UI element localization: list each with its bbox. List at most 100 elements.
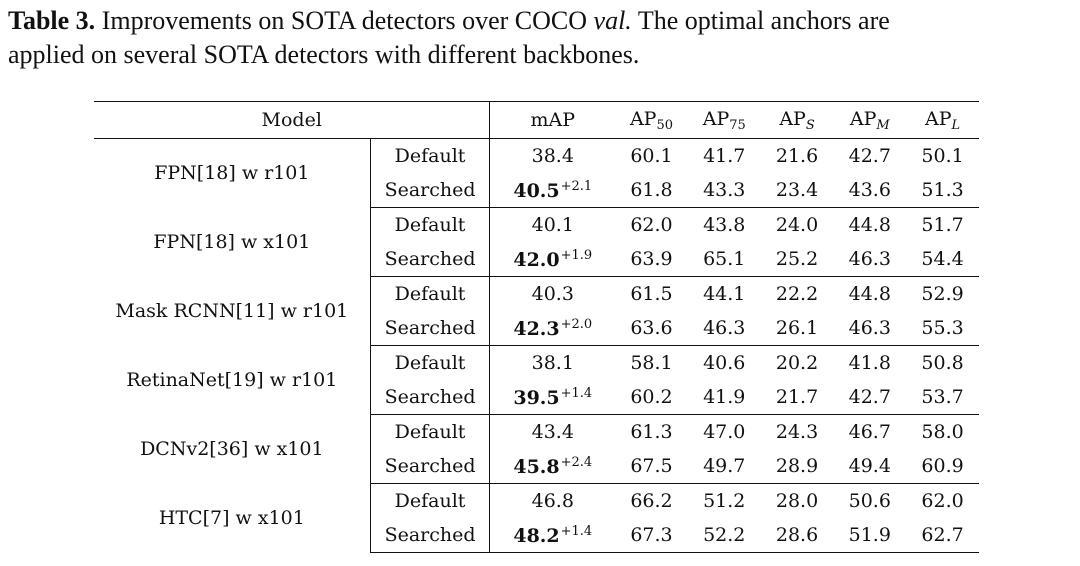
model-name: Mask RCNN[11] w r101: [94, 276, 371, 346]
ap75-value-searched: 65.1: [687, 242, 761, 277]
apl-value-searched: 53.7: [906, 380, 979, 415]
apl-value-searched: 60.9: [906, 449, 979, 484]
table-body: FPN[18] w r101 Default 38.4 60.1 41.7 21.6 42.…: [94, 138, 979, 553]
table-row-default: FPN[18] w r101 Default 38.4 60.1 41.7 21.6 42.…: [94, 138, 979, 208]
apl-value: 50.8: [921, 352, 964, 374]
caption-text-a: Improvements on SOTA detectors over COCO: [101, 6, 588, 35]
variant-default: Default: [370, 207, 491, 242]
caption-text-italic: val.: [593, 6, 632, 35]
apm-value: 41.8: [848, 352, 891, 374]
ap50-value-searched: 63.9: [615, 242, 688, 277]
map-value: 46.8: [531, 490, 574, 512]
apm-value: 44.8: [848, 214, 891, 236]
results-table: Model mAP AP50 AP75 APS APM APL FPN[18] …: [94, 101, 979, 553]
aps-value: 22.2: [775, 283, 819, 305]
apm-value-searched: 46.3: [833, 242, 907, 277]
ap75-value: 51.2: [703, 490, 746, 512]
header-ap75: AP75: [687, 101, 761, 139]
table-row-default: FPN[18] w x101 Default 40.1 62.0 43.8 24.0 44.…: [94, 207, 979, 277]
model-name: DCNv2[36] w x101: [94, 414, 371, 484]
apm-value-searched: 43.6: [833, 173, 907, 208]
caption-label: Table 3.: [8, 6, 96, 35]
ap50-value: 61.3: [630, 421, 673, 443]
variant-default: Default: [370, 345, 491, 380]
map-gain: +1.4: [560, 523, 593, 539]
aps-value: 20.2: [775, 352, 819, 374]
table-row-searched: Searched 48.2+1.4 67.3 52.2 28.6 51.9 62.7: [94, 518, 979, 553]
map-value-searched: 39.5+1.4: [489, 380, 616, 415]
table-row-default: HTC[7] w x101 Default 46.8 66.2 51.2 28.0 50.6…: [94, 483, 979, 553]
aps-value-searched: 23.4: [760, 173, 834, 208]
ap75-value-searched: 41.9: [687, 380, 761, 415]
ap50-value: 62.0: [630, 214, 673, 236]
map-searched-number: 45.8: [513, 455, 560, 478]
apl-value-searched: 55.3: [906, 311, 979, 346]
apl-value-searched: 62.7: [906, 518, 979, 553]
variant-searched: Searched: [370, 518, 491, 553]
apl-value: 51.7: [921, 214, 964, 236]
variant-searched: Searched: [370, 380, 491, 415]
header-ap50: AP50: [615, 101, 688, 139]
aps-value-searched: 26.1: [760, 311, 834, 346]
apm-value: 44.8: [848, 283, 891, 305]
map-value-searched: 45.8+2.4: [489, 449, 616, 484]
apl-value-searched: 54.4: [906, 242, 979, 277]
apl-value: 52.9: [921, 283, 964, 305]
ap75-value: 47.0: [703, 421, 746, 443]
map-value: 38.4: [531, 145, 574, 167]
variant-searched: Searched: [370, 311, 491, 346]
table-row-default: DCNv2[36] w x101 Default 43.4 61.3 47.0 24.3 4…: [94, 414, 979, 484]
apm-value-searched: 51.9: [833, 518, 907, 553]
caption-text-b: The optimal anchors are: [637, 6, 890, 35]
variant-default: Default: [370, 414, 491, 449]
variant-searched: Searched: [370, 449, 491, 484]
map-value: 40.3: [531, 283, 574, 305]
table-row-searched: Searched 39.5+1.4 60.2 41.9 21.7 42.7 53.7: [94, 380, 979, 415]
aps-value-searched: 28.9: [760, 449, 834, 484]
ap75-value-searched: 52.2: [687, 518, 761, 553]
table-row-searched: Searched 45.8+2.4 67.5 49.7 28.9 49.4 60.9: [94, 449, 979, 484]
header-model: Model: [94, 101, 491, 139]
table-row-searched: Searched 42.0+1.9 63.9 65.1 25.2 46.3 54.4: [94, 242, 979, 277]
ap50-value-searched: 67.5: [615, 449, 688, 484]
map-searched-number: 42.0: [513, 248, 560, 271]
map-gain: +1.9: [560, 247, 593, 263]
ap75-value-searched: 46.3: [687, 311, 761, 346]
apm-value-searched: 49.4: [833, 449, 907, 484]
aps-value-searched: 28.6: [760, 518, 834, 553]
variant-default: Default: [370, 276, 491, 311]
apm-value: 46.7: [848, 421, 891, 443]
variant-searched: Searched: [370, 242, 491, 277]
table-caption: Table 3. Improvements on SOTA detectors …: [8, 4, 1074, 72]
apm-value: 50.6: [848, 490, 891, 512]
model-name: HTC[7] w x101: [94, 483, 371, 553]
header-row: Model mAP AP50 AP75 APS APM APL: [94, 101, 979, 139]
ap50-value-searched: 67.3: [615, 518, 688, 553]
map-searched-number: 48.2: [513, 524, 560, 547]
model-name: FPN[18] w x101: [94, 207, 371, 277]
ap50-value-searched: 63.6: [615, 311, 688, 346]
caption-line-2: applied on several SOTA detectors with d…: [8, 40, 640, 69]
variant-default: Default: [370, 483, 491, 518]
aps-value-searched: 25.2: [760, 242, 834, 277]
aps-value: 28.0: [775, 490, 819, 512]
map-gain: +2.1: [560, 178, 593, 194]
aps-value-searched: 21.7: [760, 380, 834, 415]
apl-value: 50.1: [921, 145, 964, 167]
ap75-value: 40.6: [703, 352, 746, 374]
map-gain: +1.4: [560, 385, 593, 401]
model-name: RetinaNet[19] w r101: [94, 345, 371, 415]
ap50-value: 60.1: [630, 145, 673, 167]
table-row-searched: Searched 40.5+2.1 61.8 43.3 23.4 43.6 51.3: [94, 173, 979, 208]
ap50-value: 66.2: [630, 490, 673, 512]
apl-value: 62.0: [921, 490, 964, 512]
aps-value: 24.3: [775, 421, 819, 443]
ap75-value-searched: 43.3: [687, 173, 761, 208]
map-value: 43.4: [531, 421, 574, 443]
ap75-value: 41.7: [703, 145, 746, 167]
apl-value-searched: 51.3: [906, 173, 979, 208]
apl-value: 58.0: [921, 421, 964, 443]
header-aps: APS: [760, 101, 834, 139]
map-searched-number: 39.5: [513, 386, 560, 409]
map-searched-number: 40.5: [513, 179, 560, 202]
